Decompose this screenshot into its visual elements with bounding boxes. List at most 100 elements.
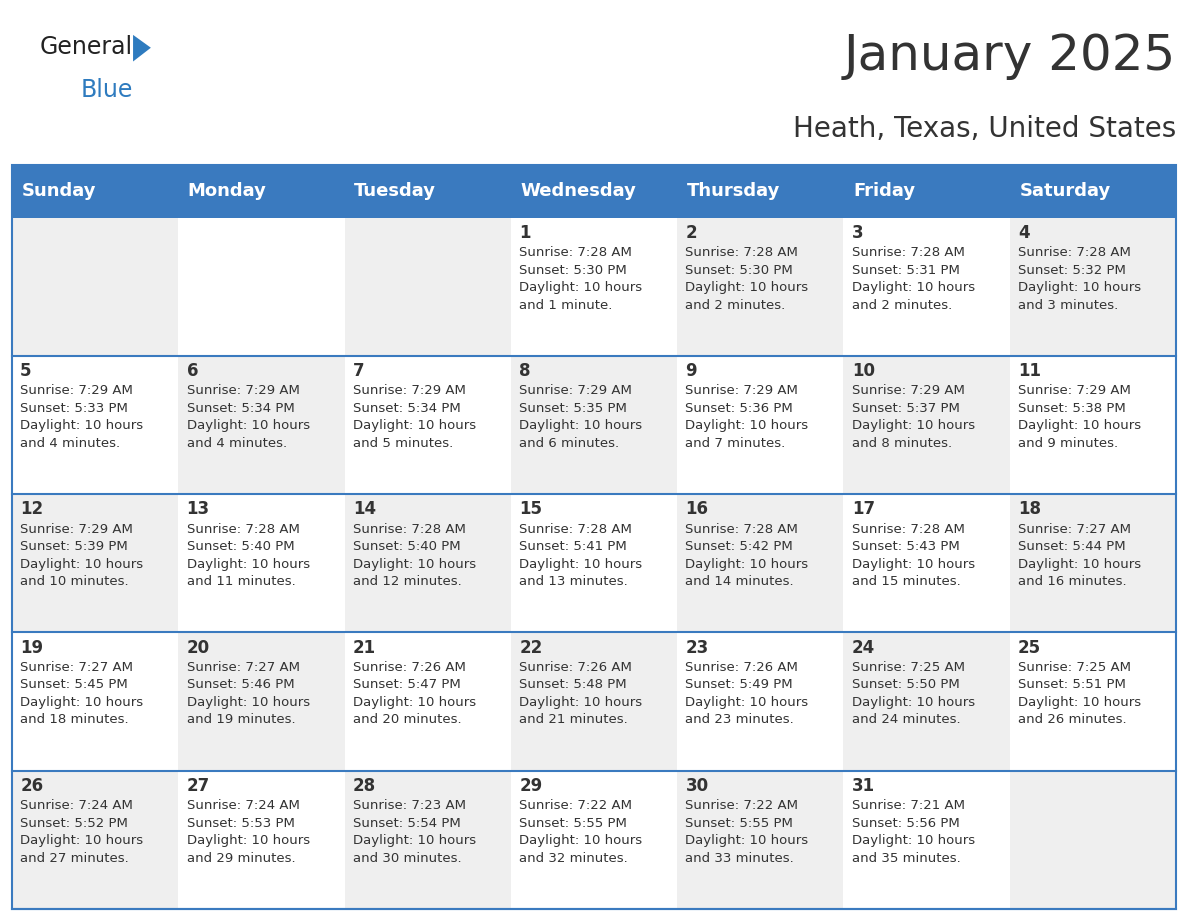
Text: Sunrise: 7:24 AM
Sunset: 5:52 PM
Daylight: 10 hours
and 27 minutes.: Sunrise: 7:24 AM Sunset: 5:52 PM Dayligh… xyxy=(20,799,144,865)
Text: Sunrise: 7:27 AM
Sunset: 5:46 PM
Daylight: 10 hours
and 19 minutes.: Sunrise: 7:27 AM Sunset: 5:46 PM Dayligh… xyxy=(187,661,310,726)
Text: 22: 22 xyxy=(519,639,543,656)
Text: Sunrise: 7:26 AM
Sunset: 5:47 PM
Daylight: 10 hours
and 20 minutes.: Sunrise: 7:26 AM Sunset: 5:47 PM Dayligh… xyxy=(353,661,476,726)
Text: 11: 11 xyxy=(1018,363,1041,380)
Bar xyxy=(178,218,345,356)
Bar xyxy=(1010,770,1176,909)
Bar xyxy=(178,165,345,218)
Text: Sunrise: 7:28 AM
Sunset: 5:42 PM
Daylight: 10 hours
and 14 minutes.: Sunrise: 7:28 AM Sunset: 5:42 PM Dayligh… xyxy=(685,522,809,588)
Text: Sunrise: 7:28 AM
Sunset: 5:43 PM
Daylight: 10 hours
and 15 minutes.: Sunrise: 7:28 AM Sunset: 5:43 PM Dayligh… xyxy=(852,522,975,588)
Text: Wednesday: Wednesday xyxy=(520,183,637,200)
Bar xyxy=(12,356,178,494)
Bar xyxy=(511,494,677,633)
Bar xyxy=(345,165,511,218)
Bar xyxy=(12,218,178,356)
Text: 18: 18 xyxy=(1018,500,1041,519)
Text: Sunrise: 7:28 AM
Sunset: 5:40 PM
Daylight: 10 hours
and 11 minutes.: Sunrise: 7:28 AM Sunset: 5:40 PM Dayligh… xyxy=(187,522,310,588)
Bar xyxy=(843,494,1010,633)
Bar xyxy=(12,494,178,633)
Bar xyxy=(677,633,843,770)
Text: Sunrise: 7:28 AM
Sunset: 5:31 PM
Daylight: 10 hours
and 2 minutes.: Sunrise: 7:28 AM Sunset: 5:31 PM Dayligh… xyxy=(852,246,975,311)
Text: Thursday: Thursday xyxy=(687,183,781,200)
Text: 16: 16 xyxy=(685,500,708,519)
Text: January 2025: January 2025 xyxy=(843,32,1176,80)
Text: 19: 19 xyxy=(20,639,43,656)
Bar xyxy=(843,770,1010,909)
Bar xyxy=(677,494,843,633)
Bar xyxy=(12,633,178,770)
Text: Sunrise: 7:27 AM
Sunset: 5:44 PM
Daylight: 10 hours
and 16 minutes.: Sunrise: 7:27 AM Sunset: 5:44 PM Dayligh… xyxy=(1018,522,1142,588)
Bar xyxy=(511,165,677,218)
Text: 1: 1 xyxy=(519,224,531,242)
Text: 7: 7 xyxy=(353,363,365,380)
Text: Sunrise: 7:27 AM
Sunset: 5:45 PM
Daylight: 10 hours
and 18 minutes.: Sunrise: 7:27 AM Sunset: 5:45 PM Dayligh… xyxy=(20,661,144,726)
Text: Sunrise: 7:28 AM
Sunset: 5:32 PM
Daylight: 10 hours
and 3 minutes.: Sunrise: 7:28 AM Sunset: 5:32 PM Dayligh… xyxy=(1018,246,1142,311)
Text: Sunrise: 7:29 AM
Sunset: 5:34 PM
Daylight: 10 hours
and 5 minutes.: Sunrise: 7:29 AM Sunset: 5:34 PM Dayligh… xyxy=(353,385,476,450)
Text: Blue: Blue xyxy=(81,78,133,102)
Text: Sunrise: 7:23 AM
Sunset: 5:54 PM
Daylight: 10 hours
and 30 minutes.: Sunrise: 7:23 AM Sunset: 5:54 PM Dayligh… xyxy=(353,799,476,865)
Bar xyxy=(1010,633,1176,770)
Text: Tuesday: Tuesday xyxy=(354,183,436,200)
Text: 10: 10 xyxy=(852,363,874,380)
Polygon shape xyxy=(133,35,151,62)
Bar xyxy=(345,218,511,356)
Bar xyxy=(345,633,511,770)
Text: Heath, Texas, United States: Heath, Texas, United States xyxy=(792,115,1176,143)
Bar xyxy=(345,770,511,909)
Text: 3: 3 xyxy=(852,224,864,242)
Bar xyxy=(843,356,1010,494)
Text: Sunrise: 7:29 AM
Sunset: 5:35 PM
Daylight: 10 hours
and 6 minutes.: Sunrise: 7:29 AM Sunset: 5:35 PM Dayligh… xyxy=(519,385,643,450)
Bar xyxy=(12,165,178,218)
Text: Sunrise: 7:26 AM
Sunset: 5:49 PM
Daylight: 10 hours
and 23 minutes.: Sunrise: 7:26 AM Sunset: 5:49 PM Dayligh… xyxy=(685,661,809,726)
Text: 15: 15 xyxy=(519,500,542,519)
Text: Sunday: Sunday xyxy=(21,183,96,200)
Text: 27: 27 xyxy=(187,777,210,795)
Text: 5: 5 xyxy=(20,363,32,380)
Text: 6: 6 xyxy=(187,363,198,380)
Bar xyxy=(511,356,677,494)
Text: 31: 31 xyxy=(852,777,874,795)
Text: Sunrise: 7:28 AM
Sunset: 5:41 PM
Daylight: 10 hours
and 13 minutes.: Sunrise: 7:28 AM Sunset: 5:41 PM Dayligh… xyxy=(519,522,643,588)
Bar xyxy=(12,165,1176,909)
Text: 8: 8 xyxy=(519,363,531,380)
Bar xyxy=(12,770,178,909)
Bar xyxy=(178,770,345,909)
Text: Sunrise: 7:28 AM
Sunset: 5:30 PM
Daylight: 10 hours
and 1 minute.: Sunrise: 7:28 AM Sunset: 5:30 PM Dayligh… xyxy=(519,246,643,311)
Text: General: General xyxy=(39,35,132,59)
Text: Sunrise: 7:25 AM
Sunset: 5:50 PM
Daylight: 10 hours
and 24 minutes.: Sunrise: 7:25 AM Sunset: 5:50 PM Dayligh… xyxy=(852,661,975,726)
Bar xyxy=(677,356,843,494)
Text: Monday: Monday xyxy=(188,183,266,200)
Text: Sunrise: 7:29 AM
Sunset: 5:34 PM
Daylight: 10 hours
and 4 minutes.: Sunrise: 7:29 AM Sunset: 5:34 PM Dayligh… xyxy=(187,385,310,450)
Text: 13: 13 xyxy=(187,500,209,519)
Text: Sunrise: 7:25 AM
Sunset: 5:51 PM
Daylight: 10 hours
and 26 minutes.: Sunrise: 7:25 AM Sunset: 5:51 PM Dayligh… xyxy=(1018,661,1142,726)
Text: Friday: Friday xyxy=(853,183,915,200)
Text: Sunrise: 7:22 AM
Sunset: 5:55 PM
Daylight: 10 hours
and 33 minutes.: Sunrise: 7:22 AM Sunset: 5:55 PM Dayligh… xyxy=(685,799,809,865)
Text: 30: 30 xyxy=(685,777,708,795)
Bar xyxy=(843,165,1010,218)
Text: Sunrise: 7:28 AM
Sunset: 5:30 PM
Daylight: 10 hours
and 2 minutes.: Sunrise: 7:28 AM Sunset: 5:30 PM Dayligh… xyxy=(685,246,809,311)
Bar xyxy=(843,633,1010,770)
Bar xyxy=(345,356,511,494)
Text: Sunrise: 7:29 AM
Sunset: 5:37 PM
Daylight: 10 hours
and 8 minutes.: Sunrise: 7:29 AM Sunset: 5:37 PM Dayligh… xyxy=(852,385,975,450)
Bar xyxy=(178,633,345,770)
Bar xyxy=(1010,356,1176,494)
Text: Saturday: Saturday xyxy=(1019,183,1111,200)
Text: 2: 2 xyxy=(685,224,697,242)
Text: 28: 28 xyxy=(353,777,375,795)
Text: Sunrise: 7:29 AM
Sunset: 5:39 PM
Daylight: 10 hours
and 10 minutes.: Sunrise: 7:29 AM Sunset: 5:39 PM Dayligh… xyxy=(20,522,144,588)
Text: 29: 29 xyxy=(519,777,543,795)
Bar xyxy=(1010,165,1176,218)
Text: Sunrise: 7:24 AM
Sunset: 5:53 PM
Daylight: 10 hours
and 29 minutes.: Sunrise: 7:24 AM Sunset: 5:53 PM Dayligh… xyxy=(187,799,310,865)
Bar xyxy=(677,770,843,909)
Text: 20: 20 xyxy=(187,639,209,656)
Text: 23: 23 xyxy=(685,639,709,656)
Text: Sunrise: 7:26 AM
Sunset: 5:48 PM
Daylight: 10 hours
and 21 minutes.: Sunrise: 7:26 AM Sunset: 5:48 PM Dayligh… xyxy=(519,661,643,726)
Text: 17: 17 xyxy=(852,500,874,519)
Text: Sunrise: 7:28 AM
Sunset: 5:40 PM
Daylight: 10 hours
and 12 minutes.: Sunrise: 7:28 AM Sunset: 5:40 PM Dayligh… xyxy=(353,522,476,588)
Bar xyxy=(1010,494,1176,633)
Text: 25: 25 xyxy=(1018,639,1041,656)
Text: Sunrise: 7:29 AM
Sunset: 5:36 PM
Daylight: 10 hours
and 7 minutes.: Sunrise: 7:29 AM Sunset: 5:36 PM Dayligh… xyxy=(685,385,809,450)
Text: 12: 12 xyxy=(20,500,43,519)
Bar xyxy=(1010,218,1176,356)
Bar xyxy=(677,218,843,356)
Text: 14: 14 xyxy=(353,500,375,519)
